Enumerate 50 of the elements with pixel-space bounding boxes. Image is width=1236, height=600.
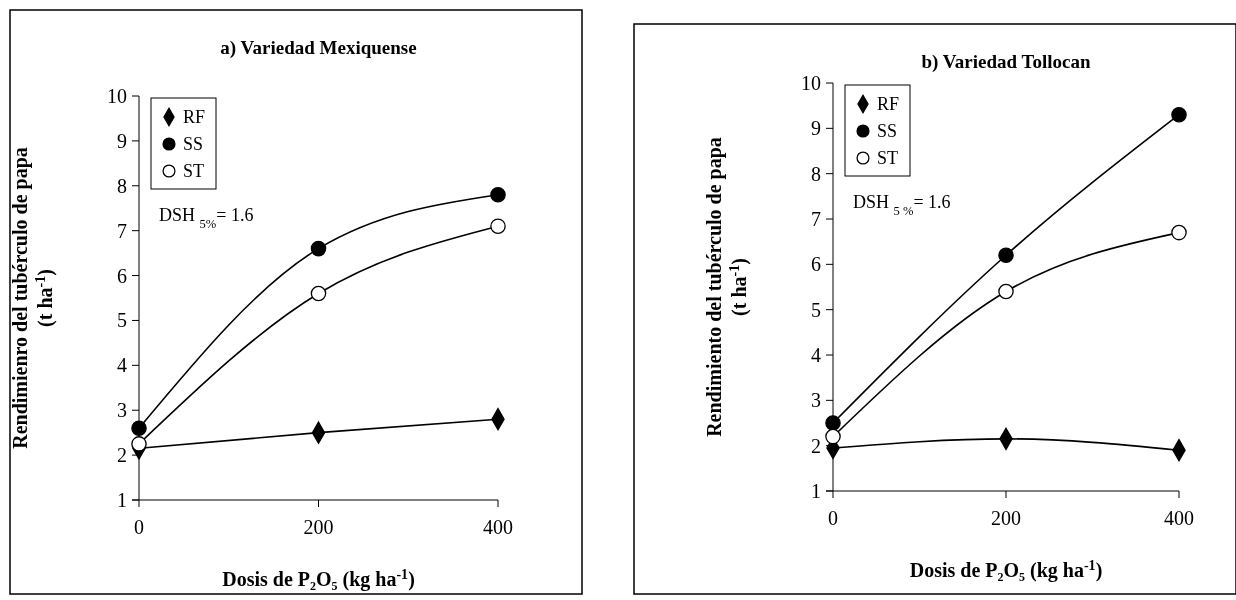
point: [310, 240, 327, 257]
y-tick-label: 8: [117, 174, 127, 197]
y-tick-label: 3: [811, 389, 821, 412]
legend-label: ST: [183, 161, 205, 182]
y-tick-label: 2: [811, 434, 821, 457]
x-axis-title: Dosis de P₂O₅ (kg ha$^{-1}$): [222, 566, 415, 591]
x-axis-title: Dosis de P₂O₅ (kg ha$^{-1}$): [909, 557, 1103, 582]
point: [131, 420, 147, 436]
point: [310, 285, 327, 302]
point: [998, 283, 1014, 300]
y-tick-label: 5: [117, 309, 127, 332]
y-tick-label: 4: [811, 344, 821, 366]
x-tick-label: 400: [483, 516, 513, 538]
y-tick-label: 5: [811, 298, 821, 321]
point: [490, 186, 506, 203]
y-tick-label: 1: [117, 489, 127, 511]
chart-title: a) Variedad Mexiquense: [220, 37, 417, 59]
y-tick-label: 10: [801, 72, 821, 94]
y-tick-label: 9: [811, 117, 821, 140]
annotation: DSH $_{5%}$= 1.6: [159, 205, 254, 231]
y-tick-label: 7: [811, 208, 821, 230]
x-tick-label: 200: [991, 507, 1021, 529]
legend-label: RF: [183, 107, 206, 128]
x-tick-label: 200: [303, 516, 334, 538]
y-tick-label: 6: [117, 264, 127, 287]
y-tick-label: 10: [107, 85, 127, 107]
x-tick-label: 0: [134, 516, 144, 538]
point: [490, 218, 506, 234]
legend-label: RF: [877, 94, 900, 115]
point: [825, 415, 841, 431]
y-tick-label: 1: [811, 480, 821, 502]
y-tick-label: 2: [117, 444, 127, 467]
annotation: DSH $_{5 %}$= 1.6: [853, 192, 951, 218]
y-tick-label: 6: [811, 253, 821, 276]
x-tick-label: 0: [828, 507, 838, 529]
point: [131, 436, 147, 452]
legend-label: ST: [877, 148, 899, 169]
legend-label: SS: [183, 134, 204, 155]
y-tick-label: 8: [811, 162, 821, 185]
point: [998, 247, 1014, 264]
x-tick-label: 400: [1164, 507, 1194, 529]
y-tick-label: 9: [117, 129, 127, 152]
point: [825, 428, 841, 445]
y-tick-label: 3: [117, 399, 127, 422]
y-tick-label: 7: [117, 219, 127, 242]
y-tick-label: 4: [117, 354, 127, 377]
legend-label: SS: [877, 121, 898, 142]
point: [1171, 224, 1187, 241]
point: [1171, 106, 1187, 123]
chart-title: b) Variedad Tollocan: [921, 51, 1091, 73]
